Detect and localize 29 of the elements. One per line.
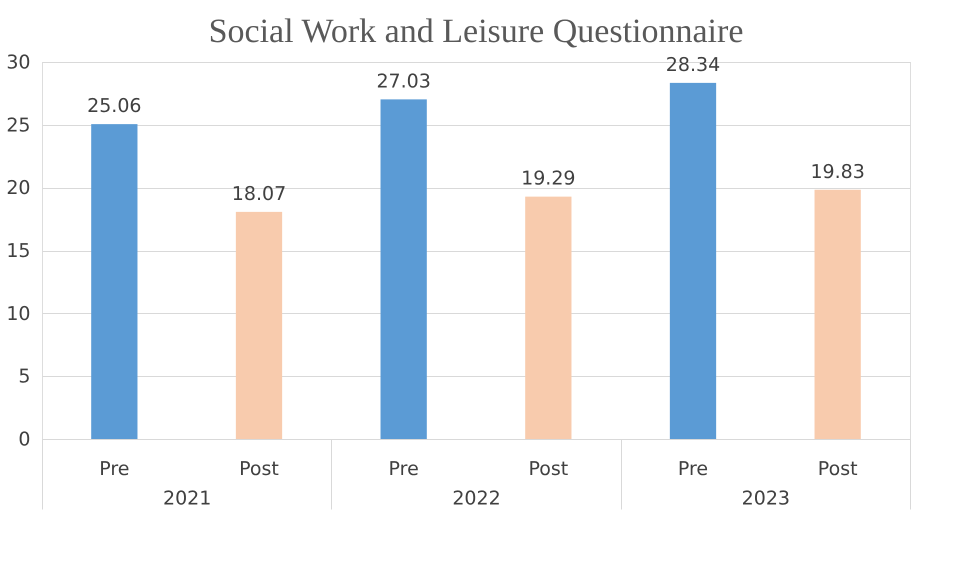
text: Post: [818, 458, 858, 480]
text: Pre: [678, 458, 708, 480]
y-tick-label: 10: [6, 302, 30, 325]
x-tick-label: 2023: [742, 488, 790, 510]
y-tick-label: 5: [18, 366, 30, 388]
series-label: Post: [239, 458, 279, 480]
chart-title: Social Work and Leisure Questionnaire: [208, 13, 744, 50]
y-tick-label: 30: [6, 52, 30, 74]
data-label: 25.06: [87, 95, 142, 118]
bar: [525, 196, 572, 439]
bar: [91, 124, 138, 439]
data-label: 19.83: [810, 160, 865, 183]
y-tick-label: 25: [6, 114, 30, 136]
x-tick-label: 2022: [452, 488, 501, 510]
text: Pre: [388, 458, 419, 480]
data-label: 19.29: [521, 168, 576, 190]
bar: [670, 82, 716, 439]
bar: [236, 212, 282, 439]
data-label: 28.34: [666, 54, 720, 76]
y-tick-label: 15: [6, 240, 30, 262]
y-tick-label: 20: [6, 177, 30, 200]
bar: [380, 99, 427, 439]
x-tick-label: 2021: [162, 488, 212, 510]
y-tick-label: 0: [18, 428, 30, 450]
data-label: 18.07: [232, 182, 286, 205]
text: Post: [528, 458, 568, 480]
data-label: 27.03: [376, 70, 431, 92]
series-label: Pre: [99, 458, 130, 480]
bar: [814, 190, 861, 439]
